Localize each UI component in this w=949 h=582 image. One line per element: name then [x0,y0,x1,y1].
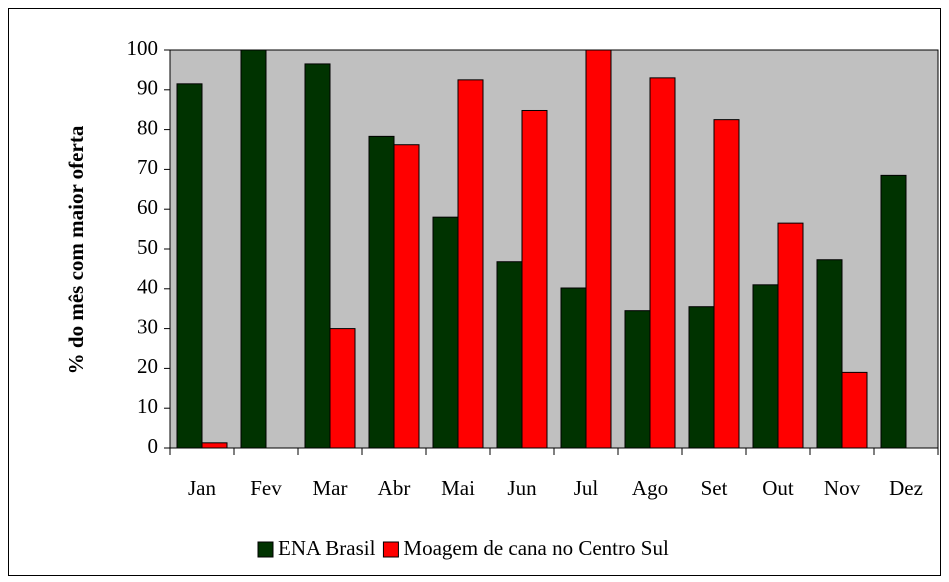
x-tick-label: Abr [378,476,411,500]
bar [688,306,715,449]
x-tick-label: Dez [889,476,923,500]
legend-swatch [257,541,274,558]
y-tick-label: 70 [137,155,158,179]
bar [176,83,203,449]
y-tick-label: 80 [137,115,158,139]
bar [304,63,331,449]
bar [201,442,228,449]
y-tick-label: 50 [137,235,158,259]
bar [816,259,843,449]
bar [649,77,676,449]
x-tick-label: Jan [188,476,216,500]
bar [521,109,548,449]
bar [560,287,587,449]
y-tick-label: 20 [137,354,158,378]
y-axis-label: % do mês com maior oferta [64,125,88,374]
x-tick-label: Mai [441,476,475,500]
y-tick-label: 100 [127,36,159,60]
bar [496,261,523,449]
y-tick-label: 0 [148,434,159,458]
bar [624,310,651,449]
y-tick-label: 30 [137,314,158,338]
bar [752,284,779,449]
bar [880,174,907,449]
bar [713,119,740,449]
y-tick-label: 10 [137,394,158,418]
bar [432,216,459,449]
bar [457,79,484,449]
x-tick-label: Jul [574,476,599,500]
legend-swatch [382,541,399,558]
bar [841,371,868,449]
legend-label: ENA Brasil [278,536,376,560]
bar [585,49,612,449]
x-tick-label: Jun [507,476,537,500]
bar [777,222,804,449]
bar [393,144,420,449]
y-tick-label: 60 [137,195,158,219]
x-tick-label: Fev [250,476,282,500]
x-tick-label: Out [762,476,794,500]
x-tick-label: Nov [824,476,861,500]
y-tick-label: 40 [137,275,158,299]
x-tick-label: Mar [313,476,348,500]
bar [368,135,395,449]
plot-area [169,49,939,449]
x-tick-label: Ago [632,476,668,500]
x-tick-label: Set [701,476,728,500]
y-tick-label: 90 [137,76,158,100]
legend-label: Moagem de cana no Centro Sul [403,536,669,560]
bar [329,328,356,449]
bar [240,49,267,449]
